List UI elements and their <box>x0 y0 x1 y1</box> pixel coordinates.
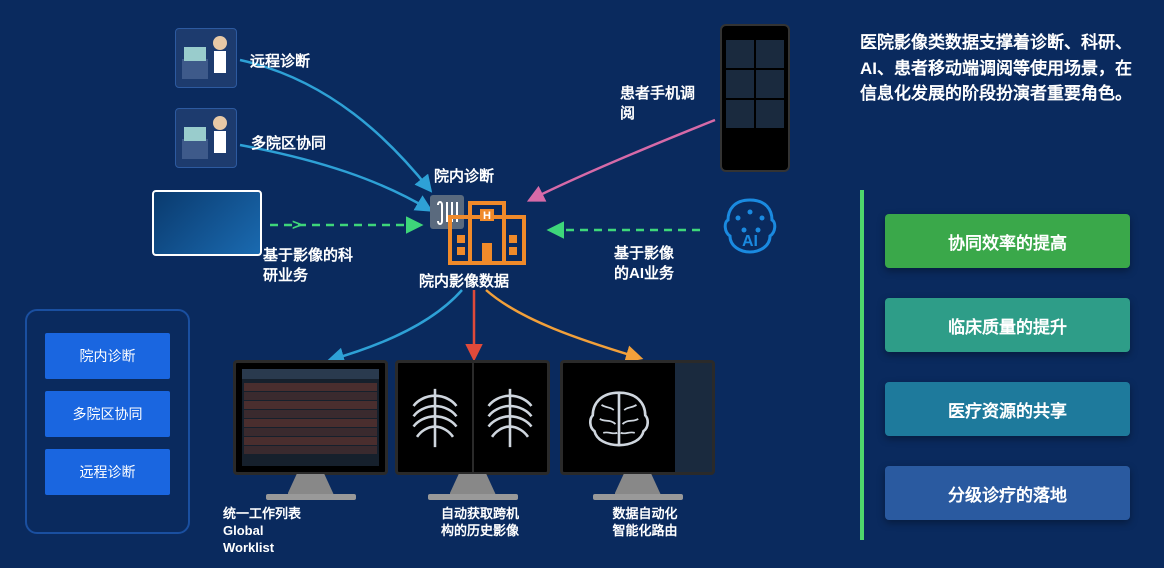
tag-multicampus: 多院区协同 <box>45 391 170 437</box>
benefit-pill-3: 分级诊疗的落地 <box>885 466 1130 520</box>
label-ai: 基于影像 的AI业务 <box>614 244 674 283</box>
benefit-pill-0: 协同效率的提高 <box>885 214 1130 268</box>
scenario-tagbox: 院内诊断 多院区协同 远程诊断 <box>25 309 190 534</box>
hospital-icon: H <box>430 195 530 265</box>
monitor-caption-2: 数据自动化智能化路由 <box>570 506 720 540</box>
tag-inhospital: 院内诊断 <box>45 333 170 379</box>
monitor-caption-0: 统一工作列表GlobalWorklist <box>223 506 373 557</box>
right-title: 医院影像类数据支撑着诊断、科研、AI、患者移动端调阅等使用场景，在信息化发展的阶… <box>860 30 1140 107</box>
label-mobile: 患者手机调 阅 <box>620 84 695 123</box>
tag-remote: 远程诊断 <box>45 449 170 495</box>
label-inhospital-data: 院内影像数据 <box>419 272 509 292</box>
benefit-pill-2: 医疗资源的共享 <box>885 382 1130 436</box>
svg-text:AI: AI <box>742 233 758 250</box>
monitor-caption-1: 自动获取跨机构的历史影像 <box>405 506 555 540</box>
svg-text:H: H <box>483 210 491 222</box>
svg-text:>: > <box>292 217 301 234</box>
label-remote-dx: 远程诊断 <box>250 52 310 72</box>
doctor-workstation-2 <box>175 108 237 168</box>
monitor-0 <box>233 360 388 475</box>
label-inhospital-dx: 院内诊断 <box>434 167 494 187</box>
monitor-2 <box>560 360 715 475</box>
benefit-pill-1: 临床质量的提升 <box>885 298 1130 352</box>
right-accent-line <box>860 190 864 540</box>
label-research: 基于影像的科 研业务 <box>263 246 353 285</box>
phone-mockup <box>720 24 790 172</box>
research-image <box>152 190 262 256</box>
label-multi-campus: 多院区协同 <box>251 134 326 154</box>
ai-brain-icon: AI <box>720 196 780 258</box>
doctor-workstation-1 <box>175 28 237 88</box>
monitor-1 <box>395 360 550 475</box>
